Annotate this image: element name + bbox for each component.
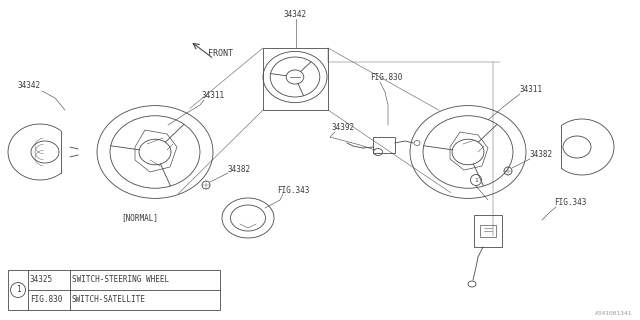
Text: FIG.343: FIG.343 bbox=[554, 198, 586, 207]
Bar bbox=[373, 137, 395, 153]
Text: 34382: 34382 bbox=[530, 150, 553, 159]
Text: [NORMAL]: [NORMAL] bbox=[122, 213, 159, 222]
Bar bbox=[263, 48, 328, 110]
Text: 1: 1 bbox=[474, 178, 478, 182]
Bar bbox=[480, 225, 496, 237]
Text: 34342: 34342 bbox=[18, 81, 41, 90]
Text: 34342: 34342 bbox=[284, 10, 307, 19]
Text: FIG.343: FIG.343 bbox=[277, 186, 309, 195]
Text: 34311: 34311 bbox=[520, 85, 543, 94]
Text: FIG.830: FIG.830 bbox=[370, 73, 403, 82]
Text: SWITCH-STEERING WHEEL: SWITCH-STEERING WHEEL bbox=[72, 275, 169, 284]
Text: 34392: 34392 bbox=[332, 123, 355, 132]
Text: 34325: 34325 bbox=[30, 275, 53, 284]
Text: SWITCH-SATELLITE: SWITCH-SATELLITE bbox=[72, 295, 146, 304]
Text: A341001341: A341001341 bbox=[595, 311, 632, 316]
Text: FRONT: FRONT bbox=[208, 49, 233, 58]
Text: 34382: 34382 bbox=[228, 165, 251, 174]
Bar bbox=[474, 215, 502, 247]
Text: 34311: 34311 bbox=[202, 91, 225, 100]
Text: FIG.830: FIG.830 bbox=[30, 295, 62, 304]
Text: 1: 1 bbox=[16, 285, 20, 294]
Bar bbox=[8, 270, 220, 310]
